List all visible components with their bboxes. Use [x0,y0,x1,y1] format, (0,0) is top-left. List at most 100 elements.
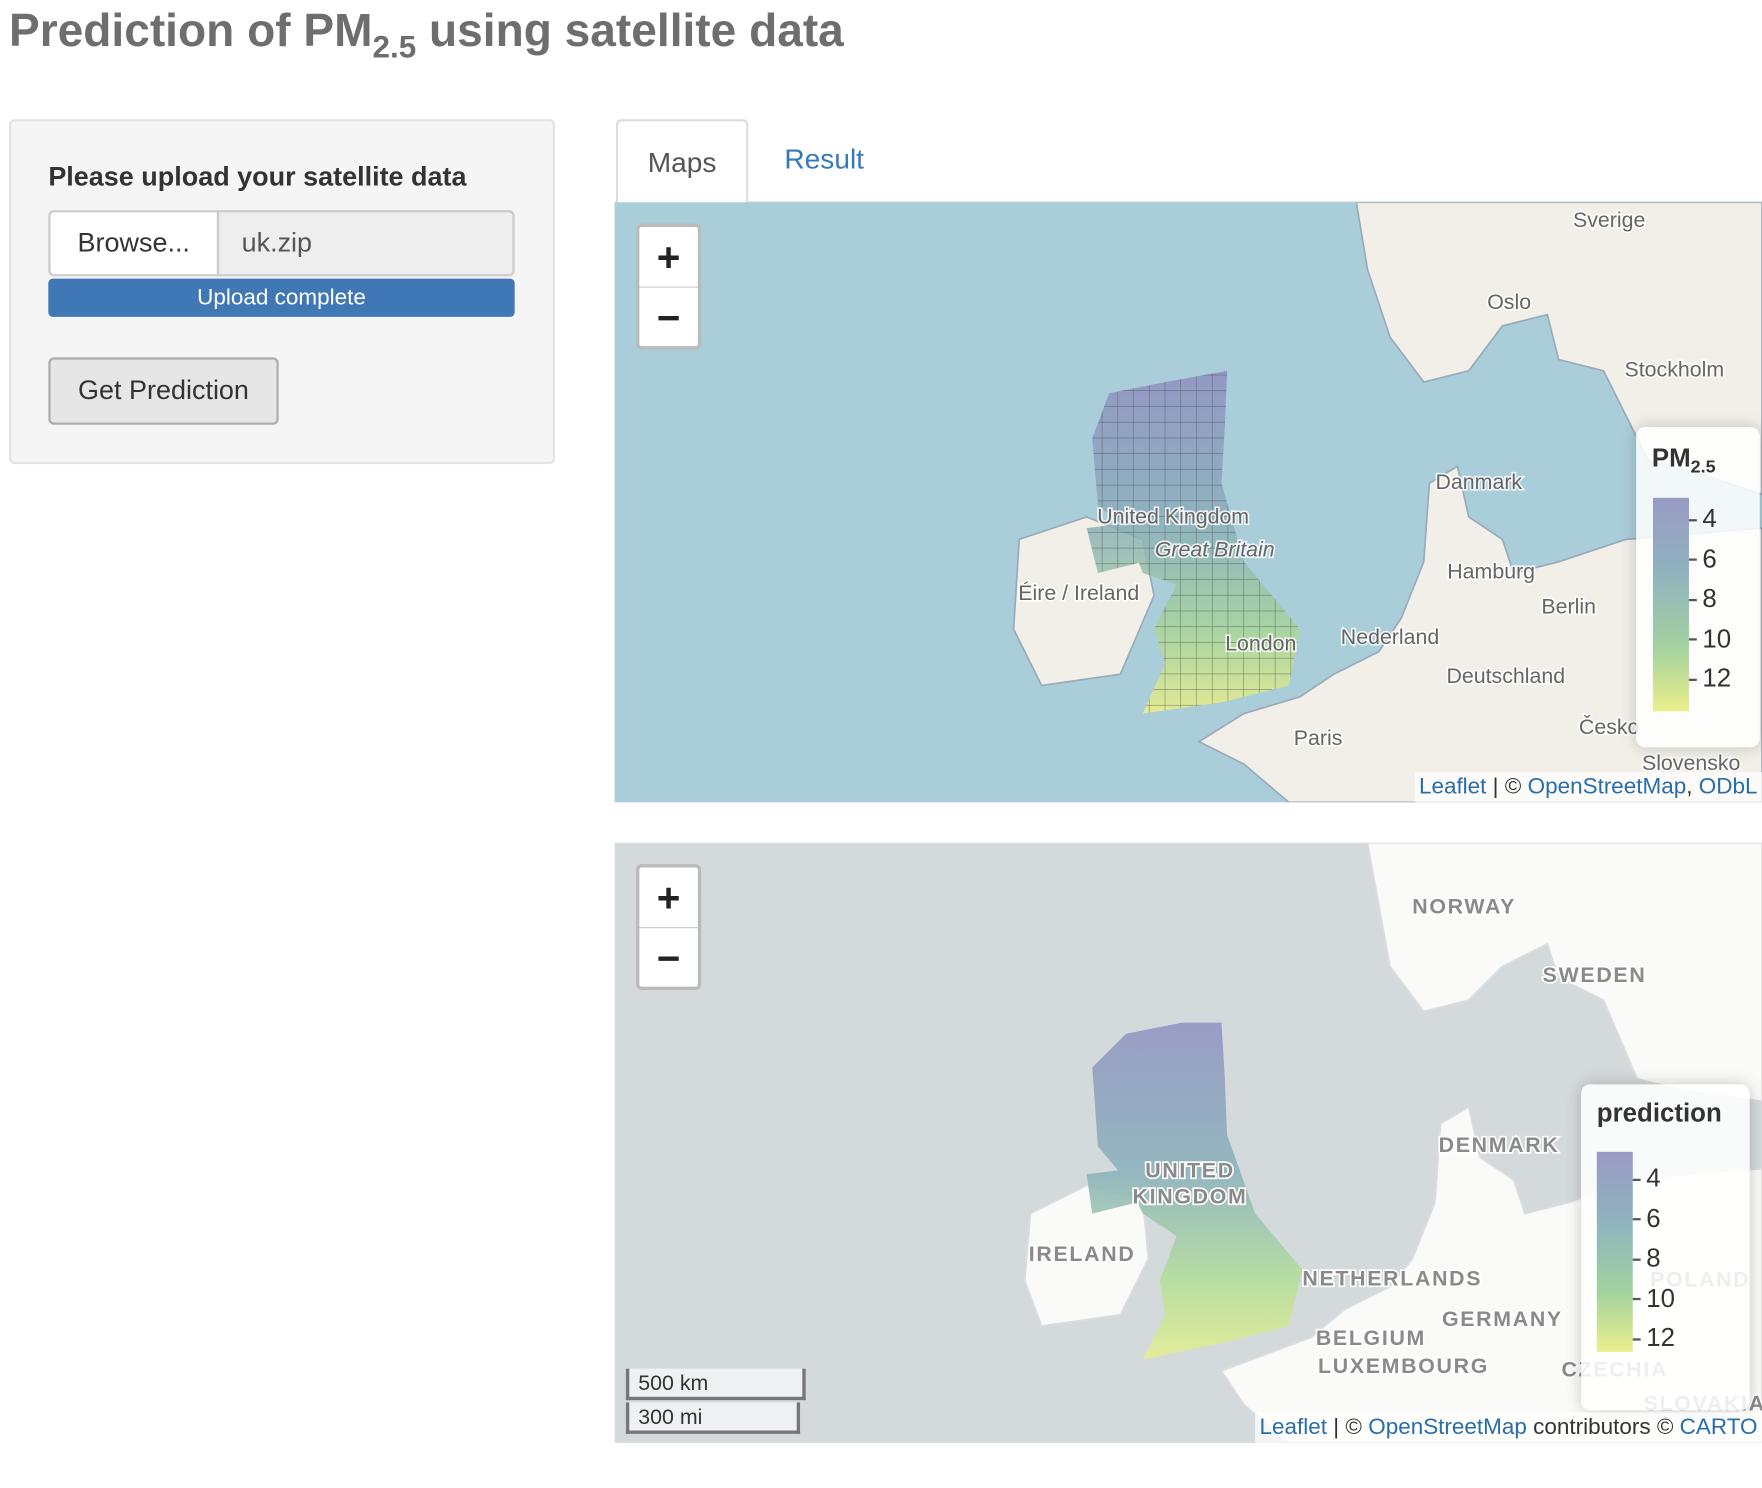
attribution: Leaflet | © OpenStreetMap, ODbL [1414,771,1762,803]
place-label: NETHERLANDS [1302,1267,1482,1291]
attribution-link[interactable]: ODbL [1698,774,1758,799]
map-carto[interactable]: NORWAY SWEDEN DENMARK UNITED KINGDOM IRE… [614,842,1762,1443]
place-label: Slovensko [1642,751,1740,775]
place-label: Česko [1579,714,1639,739]
attribution-link[interactable]: OpenStreetMap [1368,1414,1527,1440]
pm-grid [1086,370,1301,714]
legend-tick: 10 [1688,623,1732,653]
place-label: United Kingdom [1097,505,1249,529]
tick-mark [1632,1178,1641,1181]
scale-mi: 300 mi [625,1402,801,1434]
legend-title: prediction [1596,1097,1722,1128]
attribution-link[interactable]: OpenStreetMap [1527,774,1687,799]
zoom-control: + − [636,223,702,350]
legend-tick: 8 [1632,1242,1661,1273]
tick-mark [1632,1298,1641,1301]
place-label: Sverige [1573,208,1645,232]
tab-maps[interactable]: Maps [615,119,749,205]
place-label: BELGIUM [1316,1326,1426,1350]
place-label: Nederland [1341,625,1440,649]
tick-mark [1688,638,1697,641]
tick-label: 10 [1646,1282,1676,1312]
place-label: Deutschland [1446,664,1565,688]
zoom-in[interactable]: + [639,227,698,288]
tick-label: 6 [1646,1202,1661,1233]
legend-tick: 4 [1632,1163,1661,1193]
place-label: IRELAND [1029,1242,1136,1266]
attribution-link[interactable]: CARTO [1679,1414,1758,1440]
tick-label: 12 [1646,1322,1676,1352]
tick-mark [1632,1338,1641,1341]
place-label: Éire / Ireland [1018,580,1139,605]
tick-mark [1632,1258,1641,1261]
legend-tick: 12 [1688,662,1732,693]
tick-label: 8 [1646,1242,1661,1273]
tick-label: 4 [1702,503,1717,533]
place-label: Danmark [1436,470,1523,494]
tick-label: 6 [1702,543,1717,573]
tick-label: 12 [1702,662,1732,693]
title-text: Prediction of PM [8,4,373,57]
page-title: Prediction of PM2.5 using satellite data [9,4,844,65]
legend-colorbar [1652,497,1689,712]
place-label: SWEDEN [1543,963,1647,987]
legend-title-text: PM [1651,442,1691,472]
zoom-in[interactable]: + [639,868,698,929]
tick-label: 4 [1646,1163,1661,1193]
attribution-text: © [1504,774,1522,799]
prediction-overlay [1086,1022,1303,1360]
attribution: Leaflet | © OpenStreetMap contributors ©… [1255,1412,1762,1443]
tick-label: 8 [1702,583,1717,613]
legend-colorbar [1596,1151,1633,1352]
legend-tick: 8 [1688,583,1717,613]
browse-button[interactable]: Browse... [48,210,220,277]
tick-mark [1688,598,1697,602]
attribution-text: contributors [1533,1414,1651,1440]
legend-tick: 10 [1632,1282,1676,1312]
place-label: Stockholm [1625,357,1725,381]
attribution-text: © [1656,1414,1674,1440]
title-rest: using satellite data [416,4,844,57]
legend-title-sub: 2.5 [1690,458,1716,478]
legend-tick: 12 [1632,1322,1676,1352]
title-subscript: 2.5 [372,29,417,65]
zoom-out[interactable]: − [656,934,681,981]
attribution-text: , [1686,774,1693,799]
attribution-text: © [1345,1414,1362,1440]
map-osm[interactable]: Sverige Oslo Stockholm Danmark Hamburg B… [614,202,1762,803]
place-label: GERMANY [1442,1307,1563,1331]
legend-tick: 6 [1632,1202,1661,1233]
tick-mark [1632,1218,1641,1221]
place-label: UNITED [1145,1159,1235,1183]
upload-label: Please upload your satellite data [48,161,467,193]
tick-mark [1688,678,1697,681]
zoom-out[interactable]: − [656,293,681,340]
legend-tick: 4 [1688,503,1717,533]
tab-result[interactable]: Result [784,143,865,176]
place-label: DENMARK [1439,1133,1560,1157]
predict-button[interactable]: Get Prediction [48,357,279,425]
attribution-link[interactable]: Leaflet [1418,774,1487,799]
attribution-text: | [1492,774,1499,799]
legend: prediction 4 6 8 10 12 [1581,1084,1750,1411]
file-name-field[interactable]: uk.zip [216,210,515,277]
place-label: Paris [1294,726,1343,750]
scale-km: 500 km [625,1368,806,1401]
place-label: Hamburg [1447,560,1535,584]
place-label: KINGDOM [1133,1185,1248,1209]
tick-mark [1688,558,1697,562]
place-label: Oslo [1487,290,1531,314]
zoom-control: + − [636,864,702,990]
attribution-link[interactable]: Leaflet [1259,1414,1328,1440]
place-label: London [1225,632,1296,656]
place-label: LUXEMBOURG [1318,1354,1489,1378]
map-tiles: Sverige Oslo Stockholm Danmark Hamburg B… [1012,202,1762,803]
tick-label: 10 [1702,623,1732,653]
place-label: NORWAY [1412,895,1516,919]
upload-progress: Upload complete [48,278,515,317]
legend: PM2.5 4 6 8 10 12 [1636,427,1760,748]
legend-tick: 6 [1688,543,1717,573]
legend-title: PM2.5 [1652,443,1716,479]
place-label: Great Britain [1155,537,1275,561]
